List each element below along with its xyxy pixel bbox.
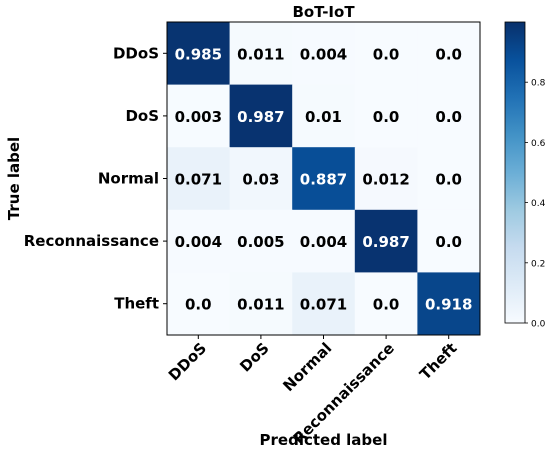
heatmap-cell-label: 0.0 bbox=[373, 296, 400, 314]
colorbar-tick-label: 0.2 bbox=[531, 259, 545, 269]
heatmap-cell bbox=[229, 209, 293, 273]
colorbar-tick-label: 0.8 bbox=[531, 79, 546, 89]
y-tick-label: Normal bbox=[98, 170, 159, 188]
heatmap-cell-label: 0.0 bbox=[373, 108, 400, 126]
heatmap-cell bbox=[354, 209, 418, 273]
heatmap-cell-label: 0.0 bbox=[373, 45, 400, 63]
heatmap-cell-label: 0.0 bbox=[435, 45, 462, 63]
heatmap-cell bbox=[417, 272, 481, 336]
x-tick-label: Theft bbox=[416, 339, 460, 383]
colorbar-tick-label: 0.0 bbox=[531, 320, 546, 330]
heatmap-cells bbox=[167, 22, 481, 336]
heatmap-cell-label: 0.01 bbox=[305, 108, 342, 126]
y-tick-label: DoS bbox=[125, 107, 159, 125]
y-tick-label: Theft bbox=[114, 295, 159, 313]
heatmap-cell-label: 0.918 bbox=[425, 296, 472, 314]
heatmap-cell-label: 0.003 bbox=[175, 108, 222, 126]
heatmap-cell-label: 0.071 bbox=[300, 296, 347, 314]
heatmap-cell bbox=[354, 272, 418, 336]
heatmap-cell-label: 0.011 bbox=[237, 45, 284, 63]
heatmap-cell bbox=[417, 22, 481, 86]
heatmap-cell-label: 0.0 bbox=[435, 233, 462, 251]
heatmap-cell-label: 0.887 bbox=[300, 171, 347, 189]
heatmap-cell-label: 0.004 bbox=[175, 233, 222, 251]
colorbar bbox=[504, 21, 526, 324]
heatmap-cell bbox=[417, 147, 481, 211]
heatmap-cell bbox=[292, 209, 356, 273]
colorbar-tick-label: 0.4 bbox=[531, 199, 546, 209]
heatmap-cell-label: 0.985 bbox=[175, 45, 222, 63]
heatmap-cell bbox=[167, 147, 231, 211]
y-axis-ticks: DDoS DoS Normal Reconnaissance Theft bbox=[24, 44, 167, 313]
x-tick-label: DDoS bbox=[165, 339, 210, 384]
x-tick-label: Normal bbox=[279, 339, 335, 395]
heatmap-cell bbox=[167, 84, 231, 148]
y-tick-label: DDoS bbox=[113, 44, 159, 62]
heatmap-cell-label: 0.0 bbox=[435, 171, 462, 189]
heatmap-cell bbox=[417, 209, 481, 273]
heatmap-cell-label: 0.03 bbox=[242, 171, 279, 189]
heatmap-cell bbox=[292, 147, 356, 211]
heatmap-cell-label: 0.005 bbox=[237, 233, 284, 251]
heatmap-cell bbox=[354, 147, 418, 211]
heatmap-cell-label: 0.011 bbox=[237, 296, 284, 314]
heatmap-cell bbox=[229, 272, 293, 336]
heatmap-cell bbox=[292, 84, 356, 148]
heatmap-cell bbox=[229, 84, 293, 148]
heatmap-cell-label: 0.071 bbox=[175, 171, 222, 189]
heatmap-cell bbox=[354, 84, 418, 148]
heatmap-cell-labels: 0.985 0.011 0.004 0.0 0.0 0.003 0.987 0.01 0.0 0.… bbox=[175, 45, 473, 313]
heatmap-cell-label: 0.987 bbox=[362, 233, 409, 251]
heatmap-cell-label: 0.0 bbox=[435, 108, 462, 126]
heatmap-cell bbox=[417, 84, 481, 148]
x-tick-label: DoS bbox=[236, 339, 272, 375]
colorbar-ticks: 0.0 0.2 0.4 0.6 0.8 bbox=[525, 79, 546, 330]
heatmap-cell bbox=[229, 22, 293, 86]
chart-title: BoT-IoT bbox=[292, 3, 355, 21]
heatmap-cell-label: 0.987 bbox=[237, 108, 284, 126]
heatmap-cell bbox=[354, 22, 418, 86]
heatmap-cell-label: 0.004 bbox=[300, 233, 347, 251]
x-axis-label: Predicted label bbox=[260, 431, 388, 449]
y-axis-label: True label bbox=[5, 137, 23, 220]
heatmap-cell bbox=[167, 272, 231, 336]
heatmap-cell bbox=[292, 272, 356, 336]
heatmap-cell bbox=[292, 22, 356, 86]
heatmap-cell-label: 0.004 bbox=[300, 45, 347, 63]
heatmap-cell-label: 0.012 bbox=[362, 171, 409, 189]
heatmap-cell bbox=[167, 209, 231, 273]
y-tick-label: Reconnaissance bbox=[24, 232, 159, 250]
colorbar-tick-label: 0.6 bbox=[531, 139, 546, 149]
heatmap-cell bbox=[167, 22, 231, 86]
heatmap-cell-label: 0.0 bbox=[185, 296, 212, 314]
heatmap-cell bbox=[229, 147, 293, 211]
